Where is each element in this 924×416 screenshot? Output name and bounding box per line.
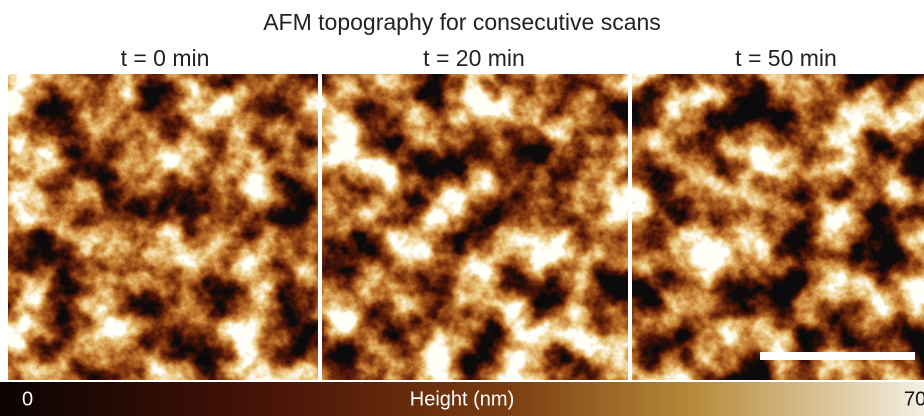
panel: t = 50 min — [632, 45, 924, 380]
afm-image — [632, 74, 924, 380]
colorbar-min: 0 — [22, 388, 33, 410]
colorbar-max: 70 — [904, 388, 924, 410]
panel: t = 20 min — [322, 45, 628, 380]
panel: t = 0 min — [8, 45, 318, 380]
panel-label: t = 50 min — [735, 45, 837, 71]
colorbar-label: Height (nm) — [410, 388, 514, 410]
scale-bar — [760, 352, 915, 360]
panel-label: t = 0 min — [121, 45, 210, 71]
figure: AFM topography for consecutive scans t =… — [0, 0, 924, 416]
figure-svg: AFM topography for consecutive scans t =… — [0, 0, 924, 416]
figure-title: AFM topography for consecutive scans — [263, 9, 661, 35]
afm-image — [322, 74, 628, 380]
afm-image — [8, 74, 318, 380]
panel-label: t = 20 min — [423, 45, 525, 71]
